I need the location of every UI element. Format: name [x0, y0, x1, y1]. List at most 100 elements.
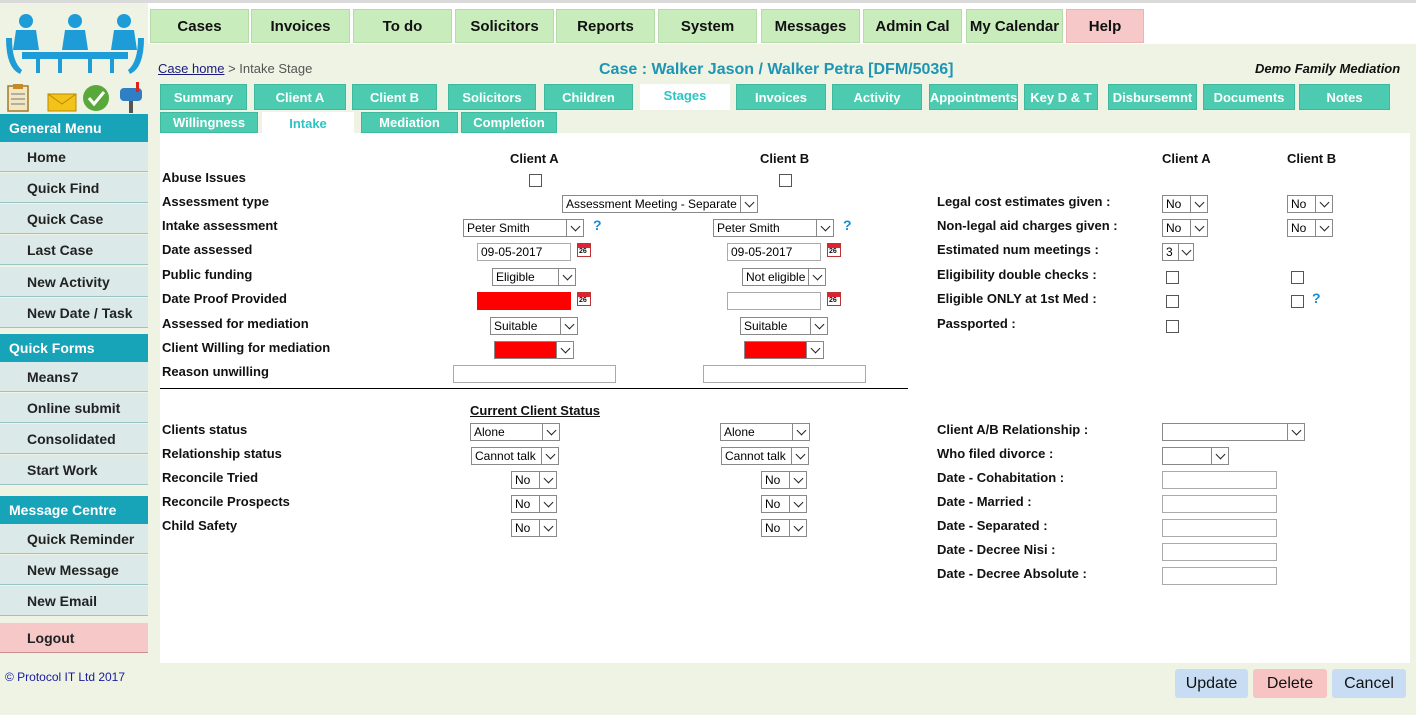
tab-appointments[interactable]: Appointments [929, 84, 1018, 110]
nav-invoices[interactable]: Invoices [251, 9, 350, 43]
assessed-b-select[interactable]: Suitable [740, 317, 828, 335]
nav-system[interactable]: System [658, 9, 757, 43]
non-legal-b-select[interactable]: No [1287, 219, 1333, 237]
tab-client-b[interactable]: Client B [352, 84, 437, 110]
app-logo[interactable] [2, 8, 148, 114]
nav-cases[interactable]: Cases [150, 9, 249, 43]
who-filed-select[interactable] [1162, 447, 1229, 465]
reconcile-prospects-a-select[interactable]: No [511, 495, 557, 513]
sidebar-item-last-case[interactable]: Last Case [0, 235, 148, 265]
sidebar-item-quick-find[interactable]: Quick Find [0, 173, 148, 203]
sidebar-item-means7[interactable]: Means7 [0, 362, 148, 392]
tab-disbursement[interactable]: Disbursemnt [1108, 84, 1197, 110]
sidebar-item-consolidated[interactable]: Consolidated [0, 424, 148, 454]
tab-completion[interactable]: Completion [461, 112, 557, 133]
tab-solicitors[interactable]: Solicitors [448, 84, 536, 110]
non-legal-a-select[interactable]: No [1162, 219, 1208, 237]
tab-willingness[interactable]: Willingness [160, 112, 258, 133]
help-icon[interactable]: ? [843, 217, 852, 233]
tab-intake[interactable]: Intake [262, 112, 354, 133]
sidebar-item-quick-reminder[interactable]: Quick Reminder [0, 524, 148, 554]
clients-status-b-select[interactable]: Alone [720, 423, 810, 441]
willing-a-select[interactable] [494, 341, 574, 359]
nav-reports[interactable]: Reports [556, 9, 655, 43]
reconcile-tried-b-select[interactable]: No [761, 471, 807, 489]
tab-documents[interactable]: Documents [1203, 84, 1295, 110]
sidebar-item-new-message[interactable]: New Message [0, 555, 148, 585]
cancel-button[interactable]: Cancel [1332, 669, 1406, 698]
calendar-icon[interactable] [577, 292, 591, 306]
tab-stages[interactable]: Stages [640, 84, 730, 110]
help-icon[interactable]: ? [1312, 290, 1321, 306]
update-button[interactable]: Update [1175, 669, 1248, 698]
logout-button[interactable]: Logout [0, 623, 148, 653]
assessment-type-select[interactable]: Assessment Meeting - Separate [562, 195, 758, 213]
calendar-icon[interactable] [827, 292, 841, 306]
funding-b-select[interactable]: Not eligible [742, 268, 826, 286]
nav-messages[interactable]: Messages [761, 9, 860, 43]
tab-mediation[interactable]: Mediation [361, 112, 458, 133]
tab-activity[interactable]: Activity [832, 84, 922, 110]
sidebar-item-start-work[interactable]: Start Work [0, 455, 148, 485]
tab-key-dt[interactable]: Key D & T [1024, 84, 1098, 110]
nav-my-calendar[interactable]: My Calendar [966, 9, 1063, 43]
sidebar-item-new-activity[interactable]: New Activity [0, 267, 148, 297]
nav-help[interactable]: Help [1066, 9, 1144, 43]
sidebar-item-new-date-task[interactable]: New Date / Task [0, 298, 148, 328]
ab-relationship-select[interactable] [1162, 423, 1305, 441]
nav-todo[interactable]: To do [353, 9, 452, 43]
date-proof-a-input[interactable] [477, 292, 571, 310]
passported-checkbox[interactable] [1166, 320, 1179, 333]
sidebar-item-quick-case[interactable]: Quick Case [0, 204, 148, 234]
relationship-b-select[interactable]: Cannot talk [721, 447, 809, 465]
date-proof-b-input[interactable] [727, 292, 821, 310]
reason-unwilling-b-input[interactable] [703, 365, 866, 383]
delete-button[interactable]: Delete [1253, 669, 1327, 698]
legal-cost-a-select[interactable]: No [1162, 195, 1208, 213]
sidebar-item-new-email[interactable]: New Email [0, 586, 148, 616]
relationship-a-select[interactable]: Cannot talk [471, 447, 559, 465]
sidebar-item-home[interactable]: Home [0, 142, 148, 172]
date-nisi-input[interactable] [1162, 543, 1277, 561]
intake-a-select[interactable]: Peter Smith [463, 219, 584, 237]
reconcile-tried-a-select[interactable]: No [511, 471, 557, 489]
chevron-down-icon [1190, 220, 1207, 236]
tab-notes[interactable]: Notes [1299, 84, 1390, 110]
clients-status-a-select[interactable]: Alone [470, 423, 560, 441]
date-assessed-a-input[interactable]: 09-05-2017 [477, 243, 571, 261]
reason-unwilling-a-input[interactable] [453, 365, 616, 383]
willing-b-select[interactable] [744, 341, 824, 359]
nav-solicitors[interactable]: Solicitors [455, 9, 554, 43]
date-cohab-input[interactable] [1162, 471, 1277, 489]
elig-only-b-checkbox[interactable] [1291, 295, 1304, 308]
calendar-icon[interactable] [577, 243, 591, 257]
child-safety-b-select[interactable]: No [761, 519, 807, 537]
child-safety-a-select[interactable]: No [511, 519, 557, 537]
date-absolute-input[interactable] [1162, 567, 1277, 585]
tab-invoices[interactable]: Invoices [736, 84, 826, 110]
calendar-icon[interactable] [827, 243, 841, 257]
abuse-a-checkbox[interactable] [529, 174, 542, 187]
case-home-link[interactable]: Case home [158, 61, 225, 76]
nav-admin-cal[interactable]: Admin Cal [863, 9, 962, 43]
tab-client-a[interactable]: Client A [254, 84, 346, 110]
tab-children[interactable]: Children [544, 84, 633, 110]
intake-b-select[interactable]: Peter Smith [713, 219, 834, 237]
est-meetings-select[interactable]: 3 [1162, 243, 1194, 261]
abuse-b-checkbox[interactable] [779, 174, 792, 187]
tab-summary[interactable]: Summary [160, 84, 247, 110]
date-married-input[interactable] [1162, 495, 1277, 513]
funding-a-select[interactable]: Eligible [492, 268, 576, 286]
checkmark-icon [83, 85, 109, 111]
date-separated-input[interactable] [1162, 519, 1277, 537]
reconcile-prospects-b-select[interactable]: No [761, 495, 807, 513]
elig-double-b-checkbox[interactable] [1291, 271, 1304, 284]
elig-double-a-checkbox[interactable] [1166, 271, 1179, 284]
sidebar-item-online-submit[interactable]: Online submit [0, 393, 148, 423]
date-assessed-b-input[interactable]: 09-05-2017 [727, 243, 821, 261]
elig-only-a-checkbox[interactable] [1166, 295, 1179, 308]
legal-cost-b-select[interactable]: No [1287, 195, 1333, 213]
logo-icon [6, 14, 144, 113]
assessed-a-select[interactable]: Suitable [490, 317, 578, 335]
help-icon[interactable]: ? [593, 217, 602, 233]
